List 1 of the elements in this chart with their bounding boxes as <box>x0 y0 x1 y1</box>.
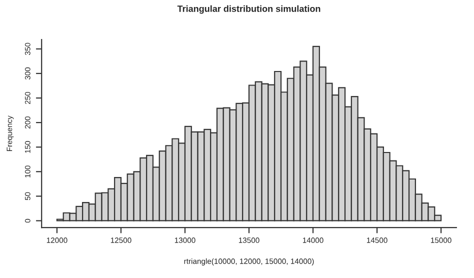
chart-title: Triangular distribution simulation <box>177 5 320 14</box>
